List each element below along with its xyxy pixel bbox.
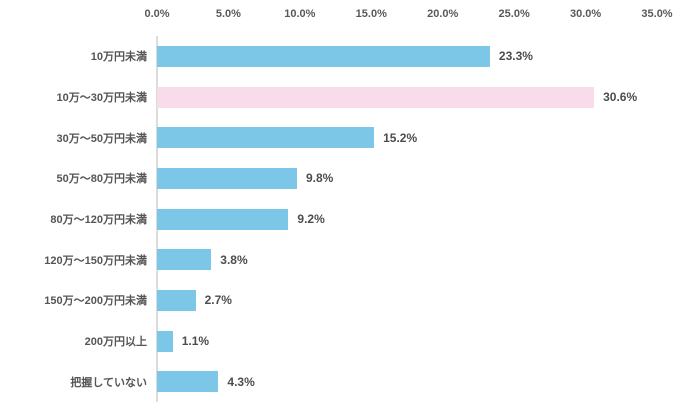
bar-row: 10万〜30万円未満 30.6% xyxy=(0,77,700,118)
value-label: 2.7% xyxy=(204,293,232,308)
value-label: 30.6% xyxy=(603,90,638,104)
bar-row: 120万〜150万円未満 3.8% xyxy=(0,239,700,280)
value-label: 15.2% xyxy=(383,130,418,145)
category-label: 10万〜30万円未満 xyxy=(56,92,147,104)
value-label: 3.8% xyxy=(220,252,248,267)
bar-area: 1.1% xyxy=(157,321,700,362)
x-axis-tick-label: 0.0% xyxy=(144,8,170,20)
bar-row: 80万〜120万円未満 9.2% xyxy=(0,199,700,240)
bar-row: 10万円未満 23.3% xyxy=(0,36,700,77)
bar-area: 23.3% xyxy=(157,36,700,77)
value-label: 23.3% xyxy=(498,49,533,64)
category-label: 10万円未満 xyxy=(90,51,147,64)
x-axis-tick-label: 10.0% xyxy=(284,8,316,20)
value-label: 4.3% xyxy=(227,374,255,389)
bar-rows: 10万円未満 23.3% 10万〜30万円未満 30.6% 30万〜50万円未満… xyxy=(0,36,700,402)
bar xyxy=(157,249,212,271)
category-label: 200万円以上 xyxy=(84,336,147,349)
value-label: 9.2% xyxy=(297,212,325,227)
x-axis-ticks: 0.0% 5.0% 10.0% 15.0% 20.0% 25.0% 30.0% 35.0% xyxy=(144,8,672,24)
bar-row: 200万円以上 1.1% xyxy=(0,321,700,362)
bar-row: 50万〜80万円未満 9.8% xyxy=(0,158,700,199)
bar xyxy=(157,371,219,393)
category-label: 把握していない xyxy=(70,376,147,389)
category-label: 30万〜50万円未満 xyxy=(56,132,147,145)
bar xyxy=(157,45,490,67)
x-axis-tick-label: 15.0% xyxy=(355,8,387,20)
bar-area: 15.2% xyxy=(157,117,700,158)
category-label: 80万〜120万円未満 xyxy=(50,214,147,227)
bar xyxy=(157,330,173,352)
bar xyxy=(157,208,289,230)
x-axis-tick-label: 5.0% xyxy=(215,8,241,20)
value-label: 1.1% xyxy=(181,334,210,349)
bar-area: 4.3% xyxy=(157,361,700,402)
bar-area: 9.8% xyxy=(157,158,700,199)
category-label: 120万〜150万円未満 xyxy=(44,254,147,267)
bar-area: 30.6% xyxy=(157,77,700,118)
bar xyxy=(157,86,595,108)
value-label: 9.8% xyxy=(306,171,334,186)
x-axis-tick-label: 35.0% xyxy=(641,8,673,20)
bar-row: 把握していない 4.3% xyxy=(0,361,700,402)
bar-area: 2.7% xyxy=(157,280,700,321)
bar xyxy=(157,167,297,189)
bar-area: 3.8% xyxy=(157,239,700,280)
bar xyxy=(157,289,196,311)
x-axis-tick-label: 20.0% xyxy=(427,8,459,20)
x-axis-tick-label: 30.0% xyxy=(569,8,602,20)
bar-row: 30万〜50万円未満 15.2% xyxy=(0,117,700,158)
x-axis-tick-label: 25.0% xyxy=(498,8,530,20)
category-label: 50万〜80万円未満 xyxy=(56,173,147,186)
bar xyxy=(157,127,375,149)
category-label: 150万〜200万円未満 xyxy=(44,295,147,308)
bar-row: 150万〜200万円未満 2.7% xyxy=(0,280,700,321)
bar-area: 9.2% xyxy=(157,199,700,240)
